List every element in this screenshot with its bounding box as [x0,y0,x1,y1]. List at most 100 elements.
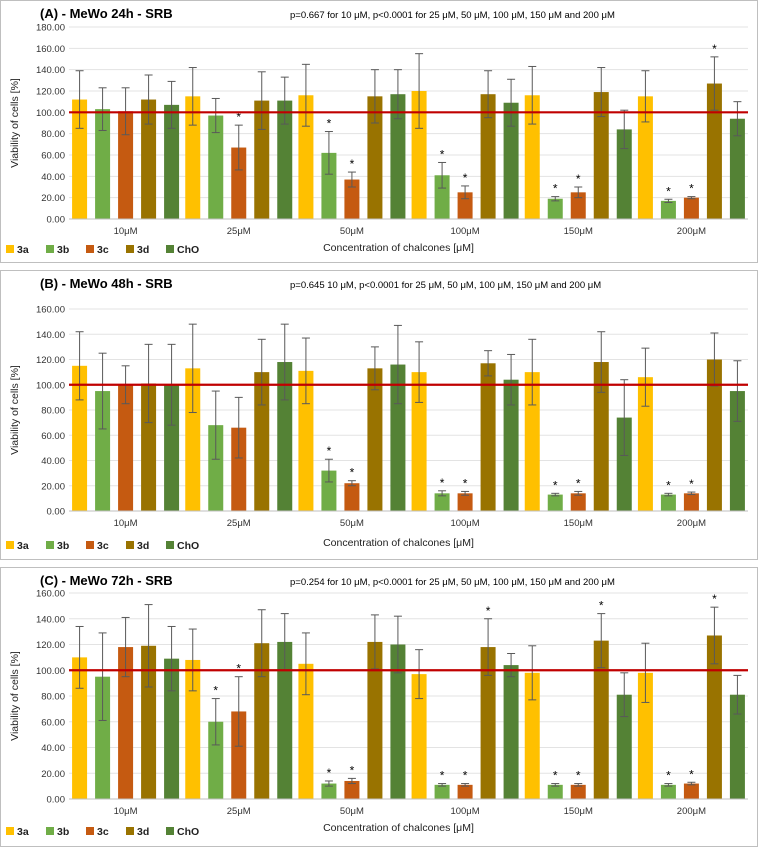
legend-label-3a: 3a [17,826,29,838]
legend-swatch-3a [6,827,14,835]
chart-panel: (B) - MeWo 48h - SRB p=0.645 10 μM, p<0.0… [0,270,758,560]
significance-marker: * [576,476,581,490]
legend-label-3c: 3c [97,540,109,552]
legend-swatch-cho [166,541,174,549]
bar-3b-200μM [660,200,676,219]
significance-marker: * [327,117,332,131]
legend-label-3b: 3b [57,540,69,552]
y-tick-label: 0.00 [47,215,66,226]
bar-cho-10μM [164,658,180,799]
legend-label-3b: 3b [57,244,69,256]
bar-cho-200μM [729,118,745,219]
bar-3b-25μM [208,721,224,799]
legend-label-3c: 3c [97,826,109,838]
x-tick-label: 150μM [564,518,593,529]
x-tick-label: 100μM [450,226,479,237]
bar-3b-50μM [321,152,337,219]
x-tick-label: 100μM [450,806,479,817]
bar-3b-100μM [434,784,450,799]
legend-swatch-cho [166,245,174,253]
significance-marker: * [666,184,671,198]
x-tick-label: 10μM [114,226,138,237]
bar-3c-25μM [231,147,247,219]
x-axis-label: Concentration of chalcones [μM] [323,822,474,834]
bar-3d-25μM [254,100,270,219]
bar-cho-150μM [616,129,632,219]
bar-cho-100μM [503,102,519,219]
legend-label-3d: 3d [137,826,149,838]
chart-panel: (C) - MeWo 72h - SRB p=0.254 for 10 μM, p… [0,567,758,847]
x-tick-label: 10μM [114,518,138,529]
y-tick-label: 60.00 [41,431,65,442]
bar-3d-50μM [367,368,383,511]
bar-3a-100μM [411,91,427,219]
significance-marker: * [463,171,468,185]
bar-3d-100μM [480,363,496,511]
bar-3a-200μM [637,672,653,799]
significance-marker: * [350,157,355,171]
x-tick-label: 150μM [564,226,593,237]
y-tick-label: 140.00 [36,330,65,341]
bar-3d-100μM [480,94,496,219]
y-tick-label: 140.00 [36,65,65,76]
bar-cho-10μM [164,384,180,511]
bar-3b-150μM [547,494,563,511]
x-tick-label: 50μM [340,518,364,529]
legend-label-cho: ChO [177,244,199,256]
bar-3b-100μM [434,175,450,219]
y-tick-label: 20.00 [41,481,65,492]
bar-3c-25μM [231,427,247,511]
bar-3c-150μM [570,784,586,799]
bar-3d-10μM [141,99,157,219]
significance-marker: * [553,182,558,196]
bar-3a-10μM [72,657,88,799]
significance-marker: * [666,769,671,783]
x-tick-label: 50μM [340,806,364,817]
significance-marker: * [553,478,558,492]
bar-3b-50μM [321,470,337,511]
bar-3d-150μM [593,362,609,511]
bar-3c-50μM [344,179,360,219]
y-axis-label: Viability of cells [%] [9,78,21,168]
significance-marker: * [350,466,355,480]
y-tick-label: 140.00 [36,614,65,625]
y-tick-label: 80.00 [41,129,65,140]
significance-marker: * [666,478,671,492]
bar-3a-150μM [524,372,540,511]
bar-3a-50μM [298,663,314,799]
bar-3d-50μM [367,641,383,799]
significance-marker: * [576,172,581,186]
significance-marker: * [712,592,717,606]
bar-3d-100μM [480,647,496,799]
y-tick-label: 160.00 [36,44,65,55]
bar-cho-50μM [390,94,406,219]
legend-swatch-cho [166,827,174,835]
significance-marker: * [440,769,445,783]
bar-cho-150μM [616,417,632,511]
bar-3a-150μM [524,672,540,799]
x-tick-label: 100μM [450,518,479,529]
y-tick-label: 40.00 [41,456,65,467]
bar-3a-10μM [72,365,88,511]
chart-panel: (A) - MeWo 24h - SRB p=0.667 for 10 μM, p… [0,0,758,263]
legend-label-3a: 3a [17,244,29,256]
significance-marker: * [599,599,604,613]
x-axis-label: Concentration of chalcones [μM] [323,537,474,549]
y-tick-label: 40.00 [41,172,65,183]
x-tick-label: 25μM [227,518,251,529]
bar-3d-150μM [593,640,609,799]
bar-3a-200μM [637,377,653,511]
bar-3c-150μM [570,192,586,219]
significance-marker: * [440,476,445,490]
bar-cho-25μM [277,641,293,799]
legend-label-3a: 3a [17,540,29,552]
significance-marker: * [463,476,468,490]
legend-swatch-3c [86,245,94,253]
significance-marker: * [236,110,241,124]
y-tick-label: 100.00 [36,666,65,677]
bar-3d-200μM [706,635,722,799]
y-axis-label: Viability of cells [%] [9,365,21,455]
significance-marker: * [689,767,694,781]
x-tick-label: 25μM [227,226,251,237]
